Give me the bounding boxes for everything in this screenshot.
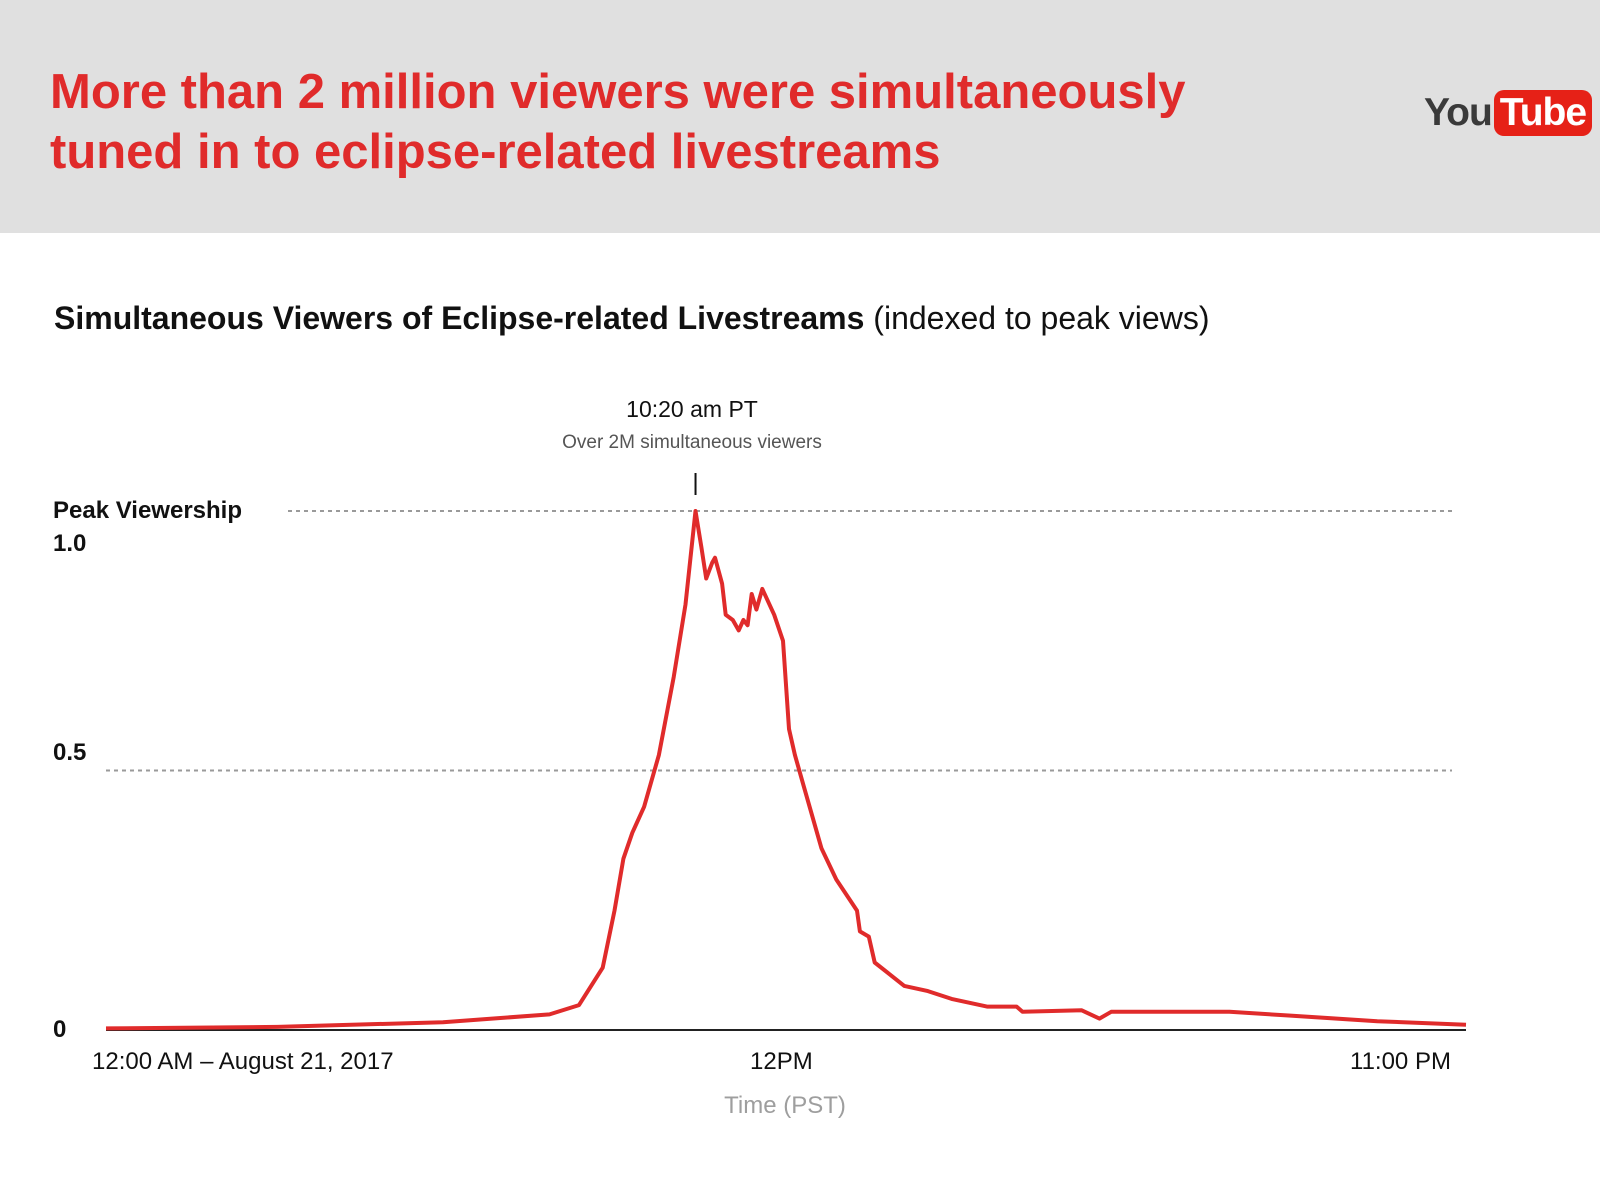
logo-you: You — [1424, 91, 1493, 134]
chart-title: Simultaneous Viewers of Eclipse-related … — [54, 300, 1209, 337]
x-axis-label: Time (PST) — [724, 1092, 846, 1119]
headline-line-2: tuned in to eclipse-related livestreams — [50, 125, 941, 179]
chart-title-main: Simultaneous Viewers of Eclipse-related … — [54, 300, 865, 336]
y-tick-0-5: 0.5 — [53, 739, 87, 766]
x-tick-noon: 12PM — [750, 1048, 813, 1075]
x-tick-end: 11:00 PM — [1350, 1048, 1451, 1075]
annotation-detail: Over 2M simultaneous viewers — [562, 432, 822, 453]
headline: More than 2 million viewers were simulta… — [50, 62, 1300, 182]
youtube-logo: You Tube — [1424, 88, 1593, 138]
logo-tube: Tube — [1493, 90, 1593, 136]
annotation-time: 10:20 am PT — [626, 396, 758, 422]
series-line — [105, 509, 1467, 1031]
chart-title-note: (indexed to peak views) — [873, 300, 1210, 336]
y-tick-1: 1.0 — [53, 530, 87, 557]
headline-line-1: More than 2 million viewers were simulta… — [50, 65, 1186, 119]
y-tick-0: 0 — [53, 1016, 67, 1043]
x-tick-start: 12:00 AM – August 21, 2017 — [92, 1048, 394, 1075]
header-banner — [0, 0, 1600, 233]
peak-viewership-label: Peak Viewership — [53, 497, 242, 524]
